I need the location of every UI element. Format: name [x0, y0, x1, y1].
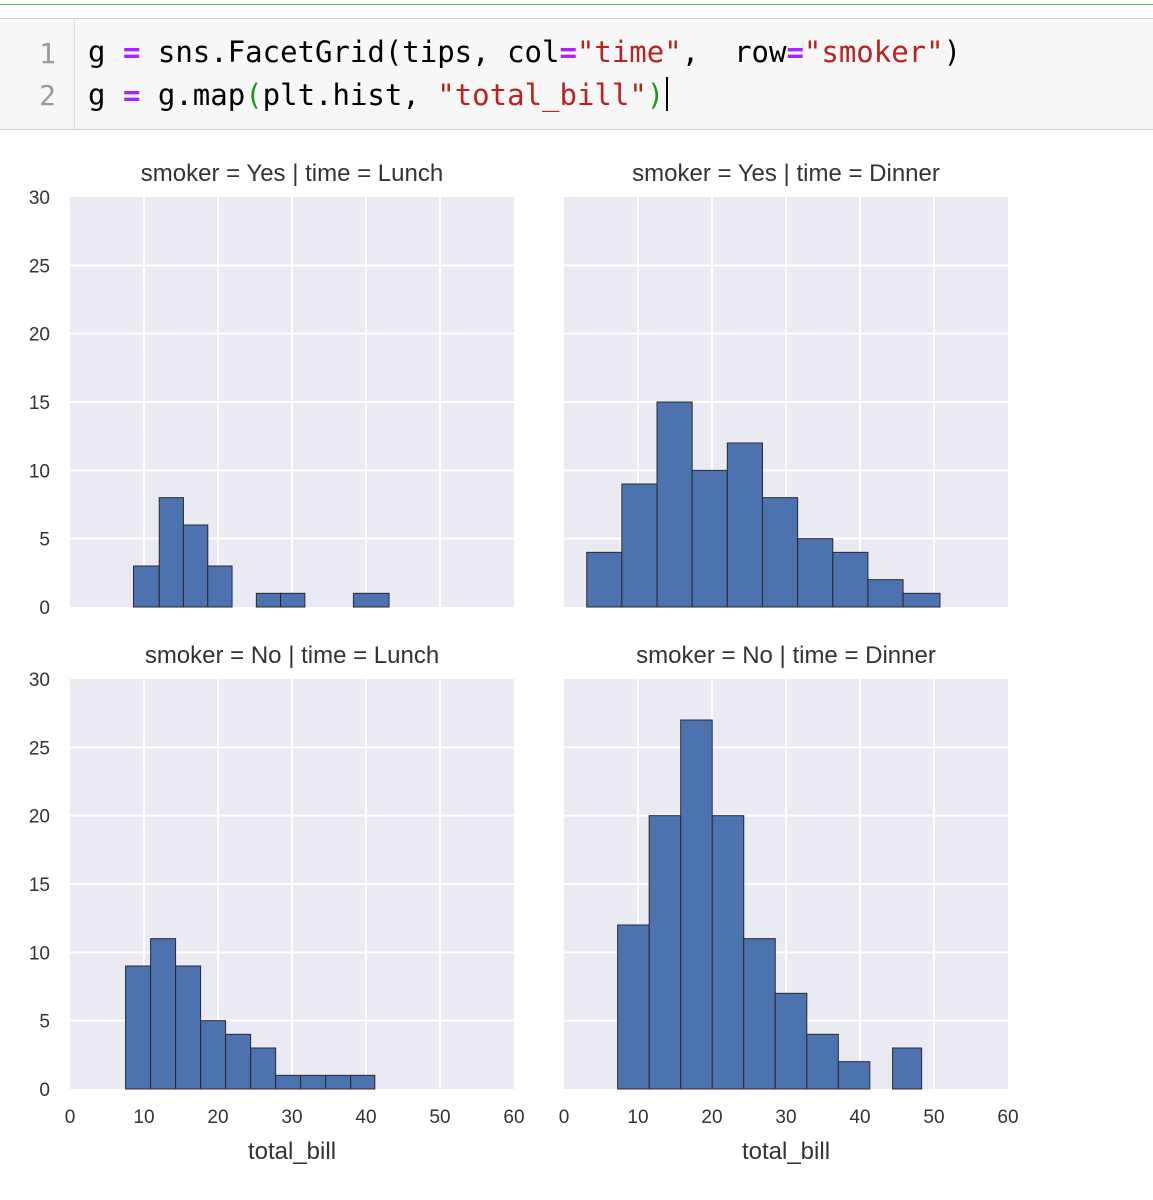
- histogram-bar: [648, 815, 682, 1090]
- y-tick-label: 15: [29, 393, 50, 414]
- x-axis-label: total_bill: [742, 1138, 830, 1165]
- y-tick-label: 30: [29, 670, 50, 691]
- histogram-bar: [280, 592, 306, 608]
- x-tick-label: 0: [559, 1107, 570, 1128]
- y-tick-label: 10: [29, 943, 50, 964]
- code-string: "total_bill": [437, 78, 647, 112]
- y-tick-label: 30: [29, 188, 50, 209]
- histogram-bar: [656, 401, 693, 608]
- text-cursor: [666, 77, 669, 111]
- y-tick-label: 0: [39, 1080, 50, 1101]
- code-token: g.map: [157, 78, 246, 112]
- histogram-bar: [892, 1047, 923, 1090]
- x-axis-label: total_bill: [248, 1138, 336, 1165]
- histogram-bar: [200, 1020, 227, 1090]
- histogram-bar: [125, 965, 152, 1090]
- panel-title: smoker = No | time = Lunch: [145, 642, 439, 669]
- histogram-bar: [726, 442, 763, 608]
- code-operator: =: [786, 35, 804, 69]
- line-number-gutter: 1 2: [0, 19, 75, 129]
- histogram-bar: [275, 1074, 302, 1090]
- histogram-bar: [711, 815, 745, 1090]
- y-tick-label: 5: [39, 530, 50, 551]
- x-tick-label: 30: [775, 1107, 796, 1128]
- histogram-bar: [617, 924, 650, 1090]
- histogram-bar: [300, 1074, 327, 1090]
- histogram-bar: [352, 592, 390, 608]
- y-tick-label: 10: [29, 461, 50, 482]
- code-paren: ): [646, 78, 665, 112]
- x-tick-label: 10: [133, 1107, 154, 1128]
- code-token: g: [88, 35, 106, 69]
- y-tick-label: 25: [29, 738, 50, 759]
- histogram-bar: [250, 1047, 277, 1090]
- histogram-bar: [182, 524, 209, 608]
- histogram-bar: [325, 1074, 352, 1090]
- x-tick-label: 20: [207, 1107, 228, 1128]
- x-tick-label: 10: [627, 1107, 648, 1128]
- histogram-bar: [207, 565, 233, 608]
- code-operator: =: [559, 35, 577, 69]
- histogram-bar: [680, 719, 713, 1090]
- x-tick-label: 20: [701, 1107, 722, 1128]
- histogram-bar: [175, 965, 202, 1090]
- panel-title: smoker = No | time = Dinner: [636, 642, 936, 669]
- histogram-bar: [255, 592, 282, 608]
- histogram-bar: [225, 1033, 252, 1090]
- histogram-bar: [350, 1074, 376, 1090]
- code-cell[interactable]: 1 2 g = sns.FacetGrid(tips, col="time", …: [0, 18, 1153, 130]
- code-token: ): [943, 35, 962, 69]
- histogram-bar: [586, 551, 623, 608]
- x-tick-label: 60: [503, 1107, 524, 1128]
- histogram-bar: [158, 497, 184, 608]
- y-tick-label: 20: [29, 325, 50, 346]
- code-line-1[interactable]: g = sns.FacetGrid(tips, col="time", row=…: [88, 35, 961, 69]
- histogram-bar: [774, 992, 808, 1090]
- x-tick-label: 60: [997, 1107, 1018, 1128]
- x-tick-label: 50: [923, 1107, 944, 1128]
- code-line-2[interactable]: g = g.map(plt.hist, "total_bill"): [88, 77, 669, 112]
- code-operator: =: [122, 78, 141, 112]
- code-token: plt.hist,: [262, 78, 438, 112]
- histogram-bar: [132, 565, 160, 608]
- histogram-bar: [743, 938, 776, 1090]
- cell-top-border: [0, 4, 1153, 5]
- x-tick-label: 50: [429, 1107, 450, 1128]
- histogram-bar: [806, 1033, 839, 1090]
- y-tick-label: 20: [29, 807, 50, 828]
- histogram-bar: [832, 551, 869, 608]
- code-paren: (: [245, 78, 263, 112]
- histogram-bar: [621, 483, 658, 608]
- histogram-bar: [150, 938, 177, 1090]
- y-tick-label: 5: [39, 1012, 50, 1033]
- x-tick-label: 0: [65, 1107, 76, 1128]
- y-tick-label: 25: [29, 256, 50, 277]
- y-tick-label: 15: [29, 875, 50, 896]
- panel-title: smoker = Yes | time = Dinner: [632, 160, 940, 187]
- histogram-bar: [902, 592, 941, 608]
- histogram-bar: [837, 1061, 871, 1090]
- line-number-1: 1: [39, 37, 56, 70]
- line-number-2: 2: [39, 79, 56, 112]
- x-tick-label: 40: [849, 1107, 870, 1128]
- histogram-bar: [867, 579, 904, 608]
- histogram-bar: [761, 497, 799, 608]
- x-tick-label: 30: [281, 1107, 302, 1128]
- y-tick-label: 0: [39, 598, 50, 619]
- code-token: sns.FacetGrid(tips, col: [157, 35, 560, 69]
- code-string: "time": [576, 35, 682, 69]
- histogram-bar: [797, 538, 834, 608]
- panel-title: smoker = Yes | time = Lunch: [141, 160, 443, 187]
- histogram-bar: [691, 469, 728, 608]
- code-string: "smoker": [803, 35, 944, 69]
- facet-grid-plot: smoker = Yes | time = Lunch 0 5 10 15 20 25 30 s…: [29, 160, 1019, 1165]
- code-token: g: [88, 78, 106, 112]
- x-tick-label: 40: [355, 1107, 376, 1128]
- code-token: , row: [681, 35, 787, 69]
- code-operator: =: [122, 35, 141, 69]
